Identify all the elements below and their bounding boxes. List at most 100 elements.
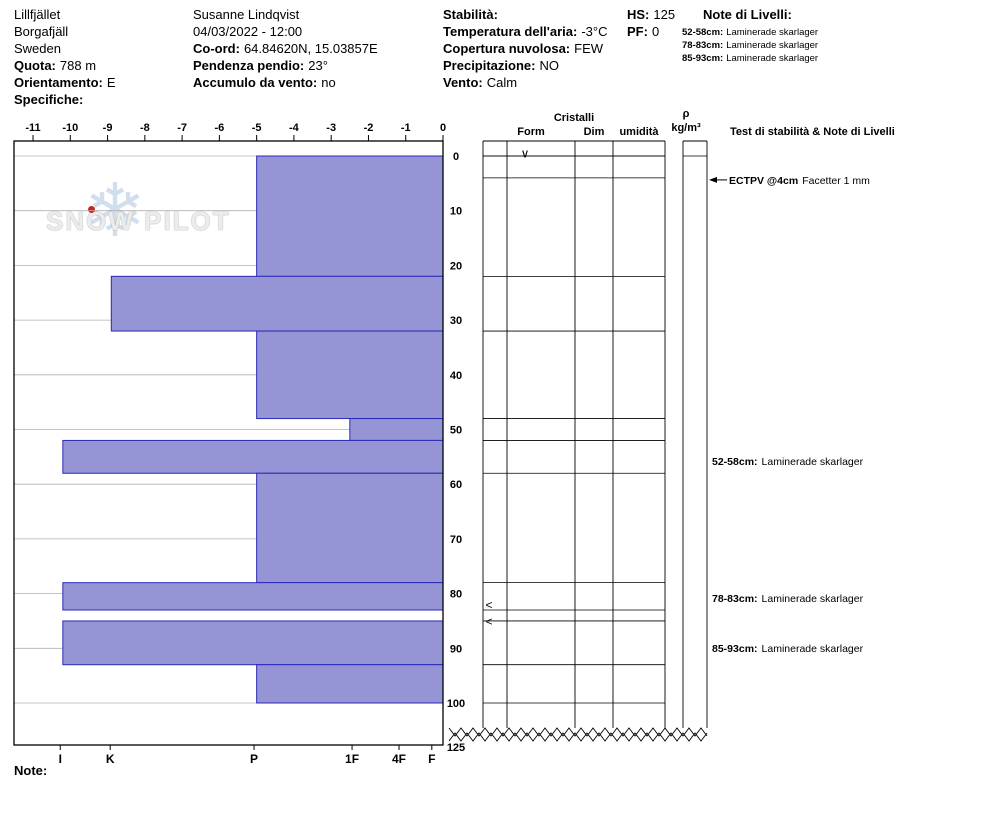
note-label: Note: bbox=[14, 763, 48, 778]
observer-name: Susanne Lindqvist bbox=[193, 7, 300, 22]
slope-angle-label: Pendenza pendio: bbox=[193, 58, 305, 73]
layer-bar bbox=[349, 418, 444, 441]
site-name: Lillfjället bbox=[14, 7, 61, 22]
layer-bar bbox=[256, 330, 444, 420]
depth-tick-label: 50 bbox=[450, 425, 462, 437]
layer-notes-title: Note di Livelli: bbox=[703, 7, 792, 22]
panel-header: umidità bbox=[619, 126, 659, 138]
grain-form-symbol: < bbox=[485, 614, 492, 628]
depth-tick-label: 70 bbox=[450, 534, 462, 546]
temp-tick-label: -2 bbox=[364, 122, 374, 134]
pf-label: PF: bbox=[627, 24, 648, 39]
air-temp-line: Temperatura dell'aria: -3°C bbox=[443, 24, 608, 39]
temp-tick-label: -6 bbox=[214, 122, 224, 134]
layer-bar bbox=[62, 439, 444, 474]
site-region: Borgafjäll bbox=[14, 24, 69, 39]
layer-bar bbox=[256, 155, 444, 277]
total-depth-label: 125 bbox=[447, 742, 465, 754]
aspect-value: E bbox=[106, 75, 116, 90]
layer-note-annotation: 78-83cm: Laminerade skarlager bbox=[712, 593, 864, 605]
panel-header: ρ bbox=[683, 108, 690, 120]
wind-loading-value: no bbox=[321, 75, 336, 90]
precipitation-line: Precipitazione: NO bbox=[443, 58, 559, 73]
wind-loading-label: Accumulo da vento: bbox=[193, 75, 318, 90]
sky-cover-value: FEW bbox=[574, 41, 604, 56]
grain-form-symbol: < bbox=[485, 598, 492, 612]
watermark-red-dot bbox=[88, 206, 95, 213]
temp-tick-label: -5 bbox=[252, 122, 262, 134]
layer-note-item: 52-58cm: Laminerade skarlager bbox=[682, 27, 818, 38]
temp-tick-label: -4 bbox=[289, 122, 300, 134]
elevation-line: Quota: 788 m bbox=[14, 58, 96, 73]
layer-note-text: Laminerade skarlager bbox=[726, 53, 819, 64]
precipitation-value: NO bbox=[539, 58, 559, 73]
hardness-label: I bbox=[59, 752, 62, 766]
temp-tick-label: -1 bbox=[401, 122, 411, 134]
aspect-line: Orientamento: E bbox=[14, 75, 116, 90]
temp-tick-label: 0 bbox=[440, 122, 446, 134]
wind-loading-line: Accumulo da vento: no bbox=[193, 75, 336, 90]
depth-tick-label: 20 bbox=[450, 260, 462, 272]
depth-tick-label: 100 bbox=[447, 698, 465, 710]
hardness-label: K bbox=[106, 752, 115, 766]
profile-break-zigzag bbox=[448, 732, 708, 742]
layer-bar bbox=[256, 664, 444, 704]
depth-tick-label: 40 bbox=[450, 370, 462, 382]
stability-test-annotation: ECTPV @4cm Facetter 1 mm bbox=[729, 175, 870, 187]
air-temp-value: -3°C bbox=[581, 24, 608, 39]
site-country: Sweden bbox=[14, 41, 61, 56]
elevation-label: Quota: bbox=[14, 58, 56, 73]
coordinates-line: Co-ord: 64.84620N, 15.03857E bbox=[193, 41, 378, 56]
specifics-label: Specifiche: bbox=[14, 92, 84, 107]
pf-value: 0 bbox=[651, 24, 660, 39]
temp-tick-label: -10 bbox=[62, 122, 78, 134]
snow-height-label: HS: bbox=[627, 7, 650, 22]
profile-break-zigzag bbox=[448, 727, 708, 737]
hardness-label: 4F bbox=[392, 752, 406, 766]
temp-tick-label: -7 bbox=[177, 122, 187, 134]
elevation-value: 788 m bbox=[59, 58, 97, 73]
layer-bar bbox=[62, 582, 444, 611]
depth-tick-label: 0 bbox=[453, 151, 459, 163]
temp-tick-label: -8 bbox=[140, 122, 150, 134]
wind-line: Vento: Calm bbox=[443, 75, 517, 90]
wind-label: Vento: bbox=[443, 75, 483, 90]
hardness-label: F bbox=[428, 752, 435, 766]
hardness-label: 1F bbox=[345, 752, 359, 766]
aspect-label: Orientamento: bbox=[14, 75, 103, 90]
snow-height-line: HS: 125 bbox=[627, 7, 675, 22]
depth-tick-label: 30 bbox=[450, 315, 462, 327]
temp-tick-label: -9 bbox=[103, 122, 113, 134]
coordinates-value: 64.84620N, 15.03857E bbox=[243, 41, 378, 56]
layer-bar bbox=[110, 275, 444, 332]
panel-header: Cristalli bbox=[554, 112, 594, 124]
pf-line: PF: 0 bbox=[627, 24, 659, 39]
layer-bar bbox=[256, 472, 444, 584]
depth-tick-label: 90 bbox=[450, 643, 462, 655]
layer-note-annotation: 52-58cm: Laminerade skarlager bbox=[712, 456, 864, 468]
layer-note-item: 85-93cm: Laminerade skarlager bbox=[682, 53, 818, 64]
layer-note-annotation: 85-93cm: Laminerade skarlager bbox=[712, 643, 864, 655]
layer-bar bbox=[62, 620, 444, 666]
precipitation-label: Precipitazione: bbox=[443, 58, 536, 73]
slope-angle-value: 23° bbox=[308, 58, 328, 73]
grain-form-symbol: ∨ bbox=[521, 147, 530, 161]
coordinates-label: Co-ord: bbox=[193, 41, 240, 56]
depth-tick-label: 60 bbox=[450, 479, 462, 491]
depth-tick-label: 80 bbox=[450, 589, 462, 601]
layer-note-range: 85-93cm: bbox=[682, 53, 724, 64]
snow-height-value: 125 bbox=[653, 7, 676, 22]
air-temp-label: Temperatura dell'aria: bbox=[443, 24, 578, 39]
wind-value: Calm bbox=[486, 75, 518, 90]
sky-cover-label: Copertura nuvolosa: bbox=[443, 41, 571, 56]
layer-note-range: 52-58cm: bbox=[682, 27, 724, 38]
hardness-plot-border bbox=[13, 140, 444, 746]
stability-label: Stabilità: bbox=[443, 7, 498, 22]
depth-tick-label: 10 bbox=[450, 206, 462, 218]
ectpv-arrowhead bbox=[709, 176, 717, 183]
panel-header: Dim bbox=[584, 126, 605, 138]
layer-note-range: 78-83cm: bbox=[682, 40, 724, 51]
panel-header: kg/m³ bbox=[671, 122, 701, 134]
layer-note-text: Laminerade skarlager bbox=[726, 40, 819, 51]
